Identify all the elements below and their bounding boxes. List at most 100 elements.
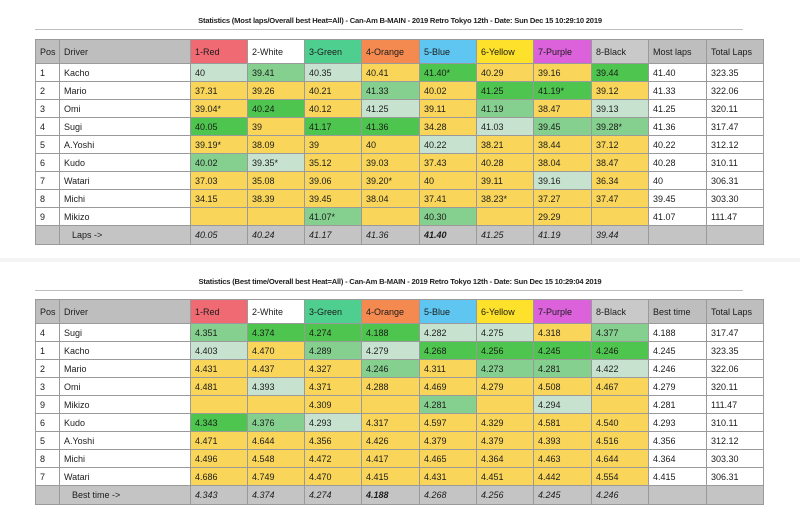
lap-value-cell: 4.644 xyxy=(591,449,649,468)
total-laps-cell: 303.30 xyxy=(706,189,764,208)
column-header-kart-8-black[interactable]: 8-Black xyxy=(591,39,649,64)
column-header-best[interactable]: Best time xyxy=(648,299,707,324)
lap-value-cell: 39.12 xyxy=(591,81,649,100)
best-value-cell: 41.33 xyxy=(648,81,707,100)
lap-value-cell: 37.12 xyxy=(591,135,649,154)
position-cell: 9 xyxy=(35,207,60,226)
lap-value-cell: 4.422 xyxy=(591,359,649,378)
position-cell: 7 xyxy=(35,467,60,486)
column-header-total-laps[interactable]: Total Laps xyxy=(706,39,764,64)
column-header-kart-4-orange[interactable]: 4-Orange xyxy=(361,299,420,324)
lap-value-cell: 39.04* xyxy=(190,99,248,118)
column-header-best[interactable]: Most laps xyxy=(648,39,707,64)
total-laps-cell: 322.06 xyxy=(706,81,764,100)
lap-value-cell: 4.469 xyxy=(419,377,477,396)
total-laps-cell: 312.12 xyxy=(706,431,764,450)
lap-value-cell: 39 xyxy=(247,117,305,136)
best-value-cell: 4.279 xyxy=(648,377,707,396)
driver-cell: Kudo xyxy=(59,413,191,432)
best-value-cell: 4.188 xyxy=(648,323,707,342)
lap-value-cell: 39 xyxy=(304,135,362,154)
column-header-kart-3-green[interactable]: 3-Green xyxy=(304,299,362,324)
lap-value-cell xyxy=(247,395,305,414)
lap-value-cell: 41.19* xyxy=(533,81,592,100)
lap-value-cell: 4.188 xyxy=(361,323,420,342)
lap-value-cell xyxy=(591,207,649,226)
summary-value-cell: 4.274 xyxy=(304,485,362,505)
lap-value-cell xyxy=(476,395,534,414)
summary-value-cell: 41.25 xyxy=(476,225,534,245)
lap-value-cell: 39.06 xyxy=(304,171,362,190)
total-laps-cell: 306.31 xyxy=(706,467,764,486)
table-row: 6 Kudo 40.02 39.35* 35.12 39.03 37.43 40.28 38.0… xyxy=(35,153,764,172)
table-row: 4 Sugi 4.351 4.374 4.274 4.188 4.282 4.275 4.318… xyxy=(35,323,764,342)
lap-value-cell: 41.40* xyxy=(419,63,477,82)
position-cell: 1 xyxy=(35,341,60,360)
position-cell: 8 xyxy=(35,449,60,468)
lap-value-cell: 4.417 xyxy=(361,449,420,468)
table-row: 4 Sugi 40.05 39 41.17 41.36 34.28 41.03 39.45 39.… xyxy=(35,117,764,136)
summary-value-cell: 41.19 xyxy=(533,225,592,245)
column-header-kart-5-blue[interactable]: 5-Blue xyxy=(419,299,477,324)
column-header-kart-1-red[interactable]: 1-Red xyxy=(190,39,248,64)
column-header-kart-8-black[interactable]: 8-Black xyxy=(591,299,649,324)
lap-value-cell: 4.379 xyxy=(419,431,477,450)
lap-value-cell xyxy=(361,395,420,414)
table-row: 7 Watari 4.686 4.749 4.470 4.415 4.431 4.451 4.4… xyxy=(35,467,764,486)
lap-value-cell: 4.329 xyxy=(476,413,534,432)
table-row: 8 Michi 4.496 4.548 4.472 4.417 4.465 4.364 4.46… xyxy=(35,449,764,468)
most-laps-sheet: Statistics (Most laps/Overall best Heat=… xyxy=(0,0,800,258)
column-header-pos[interactable]: Pos xyxy=(35,299,60,324)
column-header-kart-2-white[interactable]: 2-White xyxy=(247,39,305,64)
lap-value-cell: 39.13 xyxy=(591,99,649,118)
driver-cell: Sugi xyxy=(59,117,191,136)
column-header-kart-7-purple[interactable]: 7-Purple xyxy=(533,299,592,324)
column-header-kart-6-yellow[interactable]: 6-Yellow xyxy=(476,299,534,324)
lap-value-cell: 4.508 xyxy=(533,377,592,396)
lap-value-cell: 38.09 xyxy=(247,135,305,154)
column-header-kart-2-white[interactable]: 2-White xyxy=(247,299,305,324)
lap-value-cell: 39.16 xyxy=(533,171,592,190)
lap-value-cell: 39.16 xyxy=(533,63,592,82)
column-header-kart-6-yellow[interactable]: 6-Yellow xyxy=(476,39,534,64)
lap-value-cell: 4.431 xyxy=(190,359,248,378)
driver-cell: Mikizo xyxy=(59,395,191,414)
summary-value-cell: 4.245 xyxy=(533,485,592,505)
column-header-kart-3-green[interactable]: 3-Green xyxy=(304,39,362,64)
summary-row: Laps -> 40.05 40.24 41.17 41.36 41.40 41.25 41.… xyxy=(35,225,764,245)
lap-value-cell: 39.03 xyxy=(361,153,420,172)
column-header-driver[interactable]: Driver xyxy=(59,39,191,64)
summary-value-cell: 4.268 xyxy=(419,485,477,505)
column-header-driver[interactable]: Driver xyxy=(59,299,191,324)
driver-cell: Omi xyxy=(59,99,191,118)
lap-value-cell: 4.377 xyxy=(591,323,649,342)
summary-value-cell: 41.40 xyxy=(419,225,477,245)
column-header-kart-1-red[interactable]: 1-Red xyxy=(190,299,248,324)
column-header-kart-4-orange[interactable]: 4-Orange xyxy=(361,39,420,64)
lap-value-cell: 4.293 xyxy=(304,413,362,432)
table-row: 3 Omi 4.481 4.393 4.371 4.288 4.469 4.279 4.508 4… xyxy=(35,377,764,396)
lap-value-cell: 4.686 xyxy=(190,467,248,486)
lap-value-cell: 29.29 xyxy=(533,207,592,226)
best-value-cell: 41.36 xyxy=(648,117,707,136)
lap-value-cell: 39.45 xyxy=(304,189,362,208)
lap-value-cell: 40.05 xyxy=(190,117,248,136)
best-value-cell: 4.293 xyxy=(648,413,707,432)
column-header-pos[interactable]: Pos xyxy=(35,39,60,64)
table-row: 1 Kacho 40 39.41 40.35 40.41 41.40* 40.29 39.16 3… xyxy=(35,63,764,82)
lap-value-cell: 4.256 xyxy=(476,341,534,360)
lap-value-cell: 4.274 xyxy=(304,323,362,342)
lap-value-cell xyxy=(361,207,420,226)
column-header-kart-5-blue[interactable]: 5-Blue xyxy=(419,39,477,64)
driver-cell: Michi xyxy=(59,189,191,208)
summary-value-cell: 4.374 xyxy=(247,485,305,505)
best-value-cell: 40.28 xyxy=(648,153,707,172)
column-header-total-laps[interactable]: Total Laps xyxy=(706,299,764,324)
lap-value-cell: 41.03 xyxy=(476,117,534,136)
lap-value-cell: 41.33 xyxy=(361,81,420,100)
summary-pos-cell xyxy=(35,485,60,505)
lap-value-cell: 40.35 xyxy=(304,63,362,82)
column-header-kart-7-purple[interactable]: 7-Purple xyxy=(533,39,592,64)
lap-value-cell: 4.470 xyxy=(304,467,362,486)
lap-value-cell: 41.07* xyxy=(304,207,362,226)
